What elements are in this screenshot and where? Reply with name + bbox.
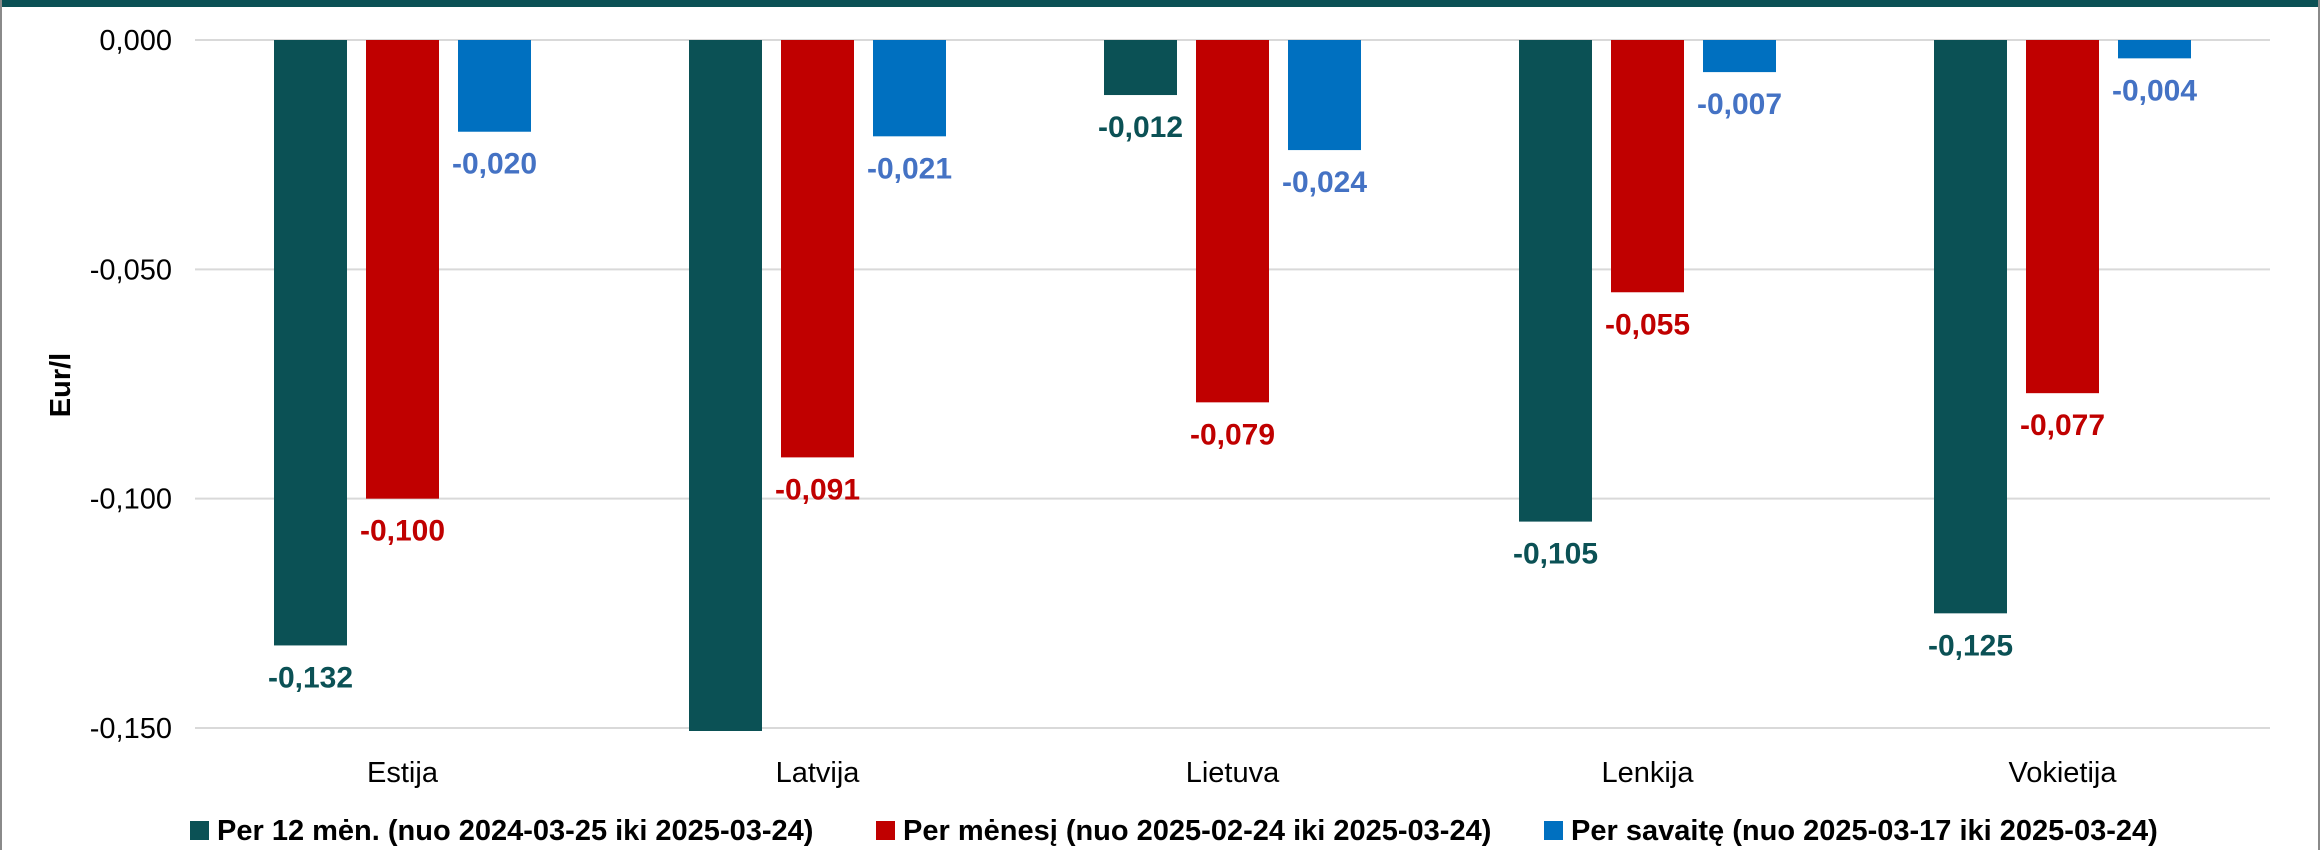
category-label: Estija xyxy=(367,757,439,789)
bar xyxy=(781,40,854,458)
data-labels: -0,132 -0,100 -0,020 -0,091 -0,021 -0,012 -0,0… xyxy=(268,74,2197,694)
bar xyxy=(1611,40,1684,293)
category-label: Lenkija xyxy=(1602,757,1695,789)
data-label: -0,091 xyxy=(775,473,860,506)
y-tick-label: -0,050 xyxy=(90,254,172,286)
chart-frame-top-border xyxy=(0,0,2320,7)
bar xyxy=(1519,40,1592,522)
data-label: -0,055 xyxy=(1605,308,1690,341)
bar xyxy=(366,40,439,499)
data-label: -0,024 xyxy=(1282,166,1367,199)
bar xyxy=(1288,40,1361,151)
y-tick-label: -0,100 xyxy=(90,484,172,516)
data-label: -0,079 xyxy=(1190,418,1275,451)
legend-label: Per mėnesį (nuo 2025-02-24 iki 2025-03-2… xyxy=(903,815,1491,847)
data-label: -0,007 xyxy=(1697,88,1782,121)
bar xyxy=(1196,40,1269,403)
bar xyxy=(1703,40,1776,73)
bars xyxy=(274,40,2191,731)
category-label: Vokietija xyxy=(2008,757,2117,789)
legend-swatch xyxy=(1544,821,1563,840)
data-label: -0,105 xyxy=(1513,538,1598,571)
category-label: Latvija xyxy=(776,757,861,789)
bar xyxy=(1934,40,2007,614)
bar xyxy=(689,40,762,731)
legend-swatch xyxy=(190,821,209,840)
data-label: -0,004 xyxy=(2112,74,2197,107)
y-tick-label: 0,000 xyxy=(99,25,172,57)
legend-label: Per 12 mėn. (nuo 2024-03-25 iki 2025-03-… xyxy=(217,815,813,847)
y-axis-title: Eur/l xyxy=(45,353,77,417)
data-label: -0,077 xyxy=(2020,409,2105,442)
bar xyxy=(1104,40,1177,96)
bar xyxy=(458,40,531,132)
y-tick-label: -0,150 xyxy=(90,713,172,745)
legend-swatch xyxy=(876,821,895,840)
category-label: Lietuva xyxy=(1186,757,1280,789)
data-label: -0,012 xyxy=(1098,111,1183,144)
bar xyxy=(873,40,946,137)
bar xyxy=(2118,40,2191,59)
bar xyxy=(274,40,347,646)
data-label: -0,132 xyxy=(268,661,353,694)
data-label: -0,100 xyxy=(360,515,445,548)
category-labels: Estija Latvija Lietuva Lenkija Vokietija xyxy=(367,757,2117,789)
data-label: -0,125 xyxy=(1928,629,2013,662)
data-label: -0,021 xyxy=(867,152,952,185)
data-label: -0,020 xyxy=(452,148,537,181)
legend-label: Per savaitę (nuo 2025-03-17 iki 2025-03-… xyxy=(1571,815,2158,847)
legend: Per 12 mėn. (nuo 2024-03-25 iki 2025-03-… xyxy=(190,815,2158,847)
y-tick-labels: 0,000 -0,050 -0,100 -0,150 xyxy=(90,25,172,745)
bar xyxy=(2026,40,2099,394)
